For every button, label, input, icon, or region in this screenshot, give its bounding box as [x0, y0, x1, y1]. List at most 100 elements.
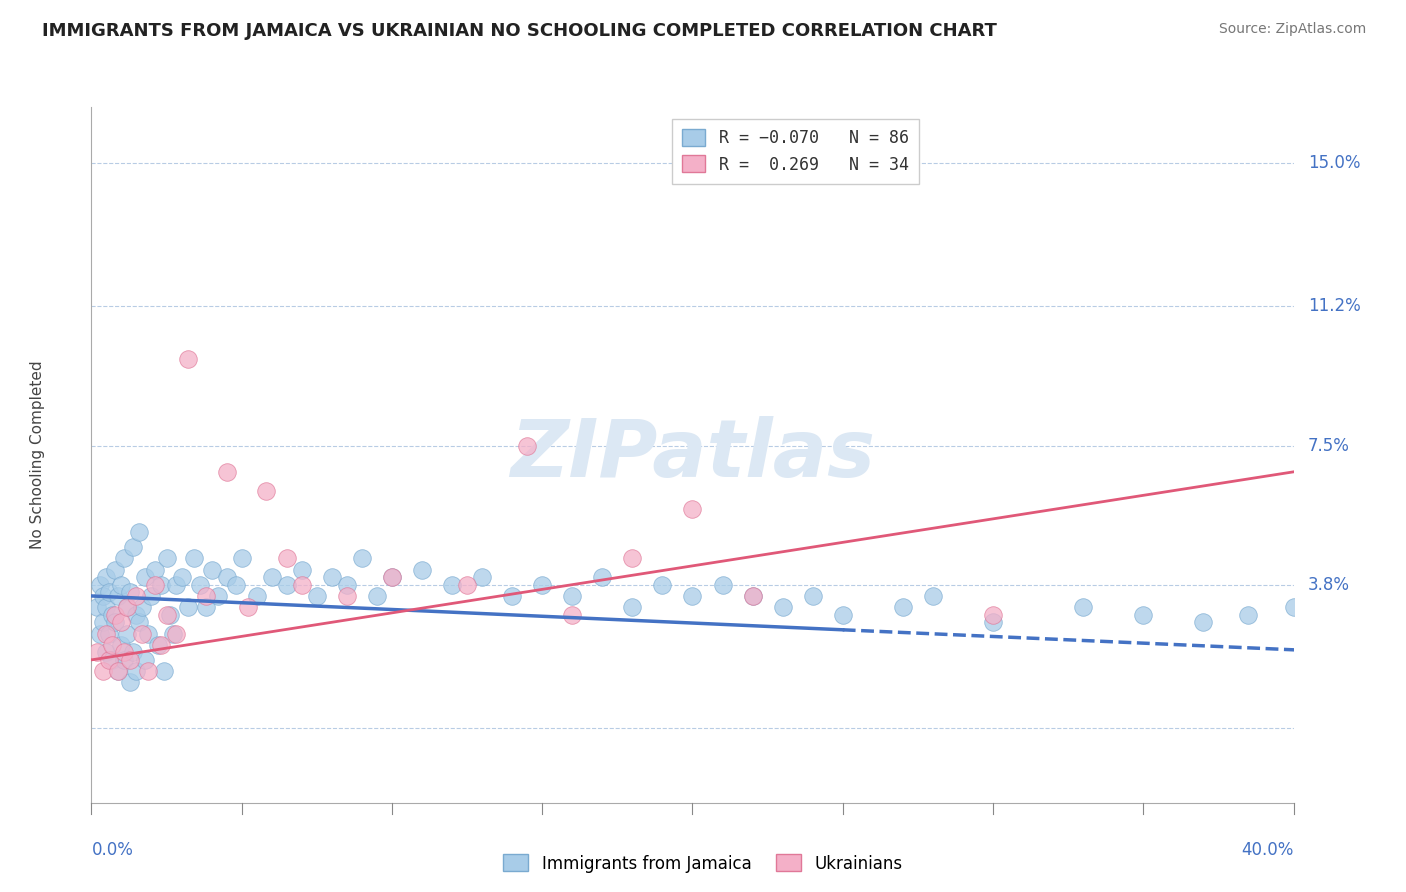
Point [561, 589, 583, 603]
Point [1071, 600, 1094, 615]
Point [152, 664, 174, 678]
Point [1132, 607, 1154, 622]
Point [651, 577, 673, 591]
Point [561, 607, 583, 622]
Point [165, 577, 187, 591]
Point [516, 438, 538, 452]
Point [246, 589, 269, 603]
Point [89, 626, 111, 640]
Point [471, 570, 494, 584]
Point [141, 589, 163, 603]
Point [201, 563, 224, 577]
Point [96, 626, 118, 640]
Point [225, 577, 247, 591]
Point [134, 570, 156, 584]
Point [101, 638, 124, 652]
Point [138, 626, 160, 640]
Point [621, 551, 644, 566]
Point [831, 607, 853, 622]
Text: 40.0%: 40.0% [1241, 841, 1294, 859]
Point [165, 626, 187, 640]
Point [159, 607, 181, 622]
Text: 15.0%: 15.0% [1308, 154, 1361, 172]
Text: 7.5%: 7.5% [1308, 436, 1350, 455]
Point [501, 589, 523, 603]
Point [120, 585, 142, 599]
Point [114, 653, 136, 667]
Point [1237, 607, 1260, 622]
Point [131, 626, 153, 640]
Point [86, 600, 108, 615]
Point [104, 607, 127, 622]
Point [110, 615, 132, 630]
Point [93, 589, 115, 603]
Point [86, 645, 108, 659]
Point [98, 585, 121, 599]
Point [254, 483, 277, 498]
Text: ZIPatlas: ZIPatlas [510, 416, 875, 494]
Point [981, 607, 1004, 622]
Point [107, 664, 129, 678]
Point [411, 563, 433, 577]
Point [236, 600, 259, 615]
Point [107, 589, 129, 603]
Point [110, 577, 132, 591]
Point [291, 577, 314, 591]
Point [117, 600, 139, 615]
Point [120, 653, 142, 667]
Point [120, 675, 142, 690]
Point [98, 626, 121, 640]
Point [922, 589, 945, 603]
Point [1192, 615, 1215, 630]
Point [207, 589, 229, 603]
Legend: R = −0.070   N = 86, R =  0.269   N = 34: R = −0.070 N = 86, R = 0.269 N = 34 [672, 119, 918, 184]
Point [104, 615, 127, 630]
Point [621, 600, 644, 615]
Point [381, 570, 404, 584]
Point [128, 524, 150, 539]
Text: No Schooling Completed: No Schooling Completed [30, 360, 45, 549]
Point [741, 589, 763, 603]
Point [188, 577, 211, 591]
Point [101, 607, 124, 622]
Point [681, 502, 703, 516]
Point [305, 589, 328, 603]
Point [291, 563, 314, 577]
Point [125, 589, 148, 603]
Point [125, 607, 148, 622]
Point [96, 570, 118, 584]
Legend: Immigrants from Jamaica, Ukrainians: Immigrants from Jamaica, Ukrainians [496, 847, 910, 880]
Point [176, 351, 198, 366]
Point [110, 638, 132, 652]
Point [1282, 600, 1305, 615]
Point [93, 664, 115, 678]
Point [170, 570, 193, 584]
Point [741, 589, 763, 603]
Point [93, 615, 115, 630]
Point [107, 664, 129, 678]
Point [531, 577, 554, 591]
Point [96, 645, 118, 659]
Point [176, 600, 198, 615]
Point [131, 600, 153, 615]
Point [891, 600, 914, 615]
Point [134, 653, 156, 667]
Point [122, 645, 145, 659]
Point [146, 638, 169, 652]
Point [128, 615, 150, 630]
Point [321, 570, 343, 584]
Point [350, 551, 373, 566]
Point [231, 551, 253, 566]
Point [89, 577, 111, 591]
Point [711, 577, 734, 591]
Point [366, 589, 388, 603]
Point [772, 600, 794, 615]
Point [114, 645, 136, 659]
Point [96, 600, 118, 615]
Point [194, 600, 217, 615]
Point [194, 589, 217, 603]
Text: IMMIGRANTS FROM JAMAICA VS UKRAINIAN NO SCHOOLING COMPLETED CORRELATION CHART: IMMIGRANTS FROM JAMAICA VS UKRAINIAN NO … [42, 22, 997, 40]
Point [104, 563, 127, 577]
Point [117, 626, 139, 640]
Point [336, 577, 359, 591]
